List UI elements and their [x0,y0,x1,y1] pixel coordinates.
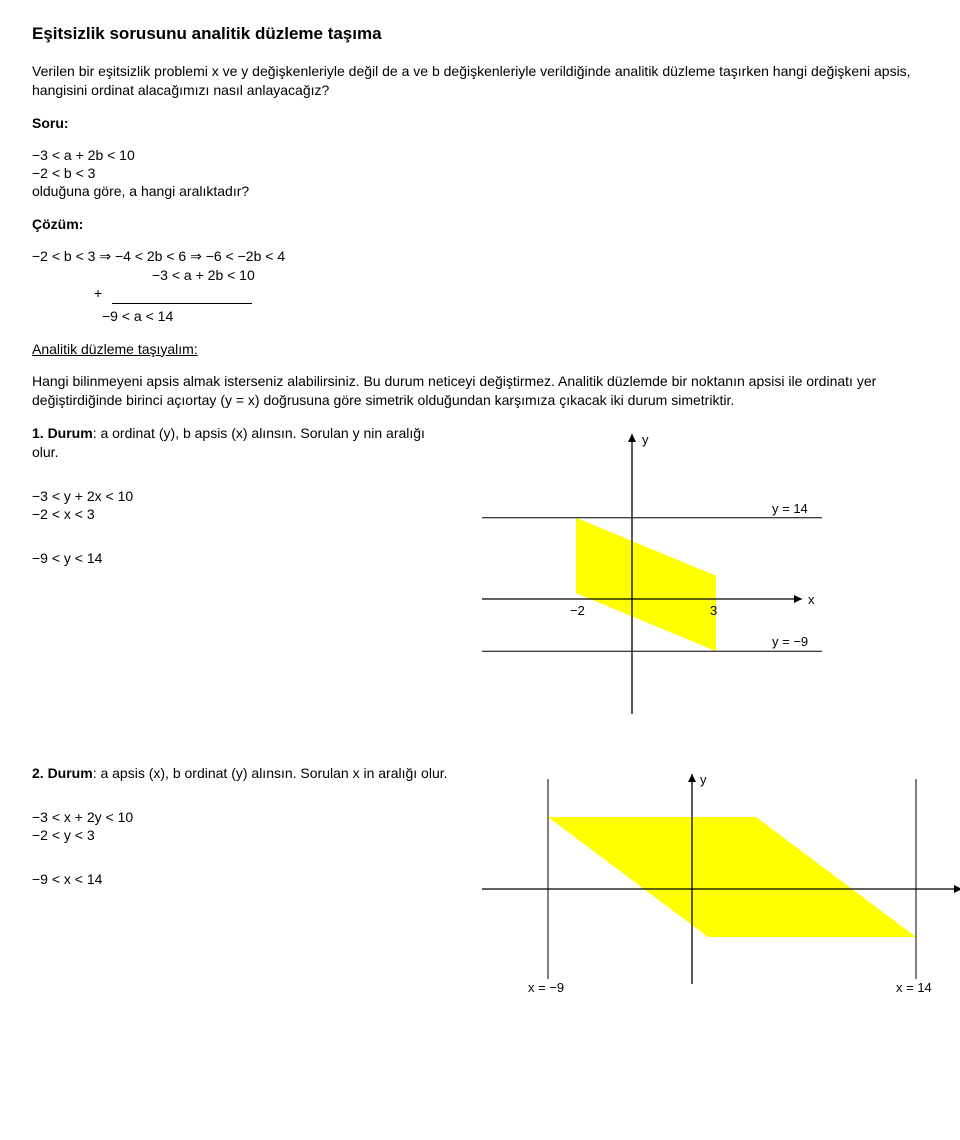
chart1-container: −2 3 y = 14 y = −9 x y [472,424,928,724]
d2-line-3: −9 < x < 14 [32,871,452,887]
svg-text:y = 14: y = 14 [772,501,808,516]
svg-text:−2: −2 [570,603,585,618]
cozum-line-2: −3 < a + 2b < 10 [32,267,928,283]
d1-line-1: −3 < y + 2x < 10 [32,488,452,504]
analitik-heading: Analitik düzleme taşıyalım: [32,340,928,359]
cozum-line-3: −9 < a < 14 [32,308,928,324]
soru-block: −3 < a + 2b < 10 −2 < b < 3 olduğuna gör… [32,147,928,199]
durum2-title-rest: : a apsis (x), b ordinat (y) alınsın. So… [93,765,448,781]
cozum-label: Çözüm: [32,215,928,234]
soru-label: Soru: [32,114,928,133]
d2-line-2: −2 < y < 3 [32,827,452,843]
cozum-block: −2 < b < 3 ⇒ −4 < 2b < 6 ⇒ −6 < −2b < 4 … [32,248,928,324]
durum2-title: 2. Durum: a apsis (x), b ordinat (y) alı… [32,764,452,783]
cozum-plus: + [32,285,928,301]
svg-text:3: 3 [710,603,717,618]
soru-line-1: −3 < a + 2b < 10 [32,147,928,163]
chart1-svg: −2 3 y = 14 y = −9 x y [472,424,832,724]
svg-text:y: y [700,772,707,787]
svg-text:x = 14: x = 14 [896,980,932,994]
d2-line-1: −3 < x + 2y < 10 [32,809,452,825]
chart2-svg: x = −9x = 14xy [472,764,960,994]
page-title: Eşitsizlik sorusunu analitik düzleme taş… [32,24,928,44]
durum2-row: 2. Durum: a apsis (x), b ordinat (y) alı… [32,764,928,994]
svg-text:y = −9: y = −9 [772,634,808,649]
svg-text:y: y [642,432,649,447]
cozum-rule [112,303,252,304]
soru-line-2: −2 < b < 3 [32,165,928,181]
cozum-line-1: −2 < b < 3 ⇒ −4 < 2b < 6 ⇒ −6 < −2b < 4 [32,248,928,265]
soru-line-3: olduğuna göre, a hangi aralıktadır? [32,183,928,199]
analitik-paragraph: Hangi bilinmeyeni apsis almak isterseniz… [32,372,928,410]
durum1-row: 1. Durum: a ordinat (y), b apsis (x) alı… [32,424,928,724]
chart2-container: x = −9x = 14xy [472,764,960,994]
d1-line-2: −2 < x < 3 [32,506,452,522]
svg-text:x: x [808,592,815,607]
durum1-title: 1. Durum: a ordinat (y), b apsis (x) alı… [32,424,452,462]
d1-line-3: −9 < y < 14 [32,550,452,566]
intro-paragraph: Verilen bir eşitsizlik problemi x ve y d… [32,62,928,100]
svg-text:x = −9: x = −9 [528,980,564,994]
